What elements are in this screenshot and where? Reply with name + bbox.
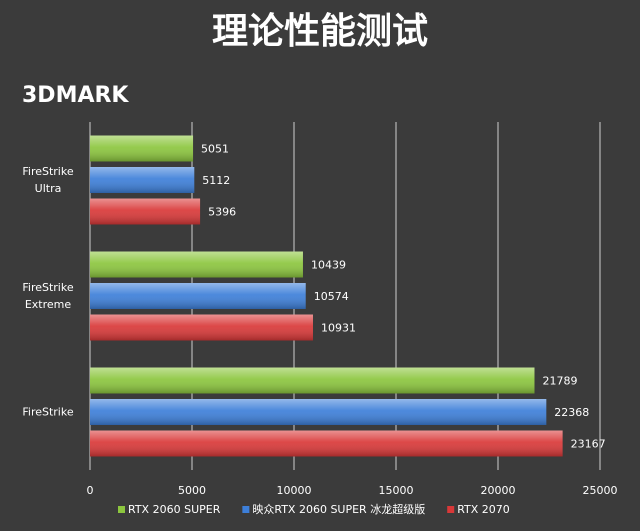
- value-label: 5396: [208, 206, 236, 219]
- value-label: 10931: [321, 322, 356, 335]
- bar-highlight: [90, 135, 194, 162]
- value-label: 10439: [311, 259, 346, 272]
- bar-highlight: [90, 399, 547, 425]
- value-label: 21789: [542, 375, 577, 388]
- value-label: 5112: [202, 174, 230, 187]
- value-label: 5051: [201, 143, 229, 156]
- x-tick-label: 15000: [379, 484, 414, 497]
- legend-label: 映众RTX 2060 SUPER 冰龙超级版: [252, 502, 425, 516]
- y-tick-label: FireStrike Extreme: [22, 281, 74, 311]
- x-tick-label: 20000: [481, 484, 516, 497]
- y-tick-label: FireStrike: [22, 405, 74, 419]
- chart-title: 理论性能测试: [212, 11, 428, 52]
- value-label: 10574: [314, 290, 349, 303]
- x-tick-label: 5000: [178, 484, 206, 497]
- legend-label: RTX 2060 SUPER: [128, 503, 221, 516]
- legend-marker: [118, 506, 125, 513]
- x-tick-label: 0: [87, 484, 94, 497]
- value-label: 23167: [571, 438, 606, 451]
- legend-label: RTX 2070: [457, 503, 510, 516]
- legend-marker: [242, 506, 250, 513]
- chart-subtitle: 3DMARK: [22, 83, 129, 108]
- bar-highlight: [90, 367, 535, 394]
- x-tick-label: 10000: [277, 484, 312, 497]
- bar-highlight: [90, 283, 306, 309]
- bar-highlight: [90, 251, 303, 278]
- y-tick-label: FireStrike Ultra: [22, 165, 74, 195]
- bar-highlight: [90, 167, 195, 193]
- bar-highlight: [90, 198, 201, 225]
- bar-highlight: [90, 430, 563, 457]
- value-label: 22368: [554, 406, 589, 419]
- x-tick-label: 25000: [583, 484, 618, 497]
- bar-highlight: [90, 314, 313, 341]
- legend-marker: [447, 506, 455, 513]
